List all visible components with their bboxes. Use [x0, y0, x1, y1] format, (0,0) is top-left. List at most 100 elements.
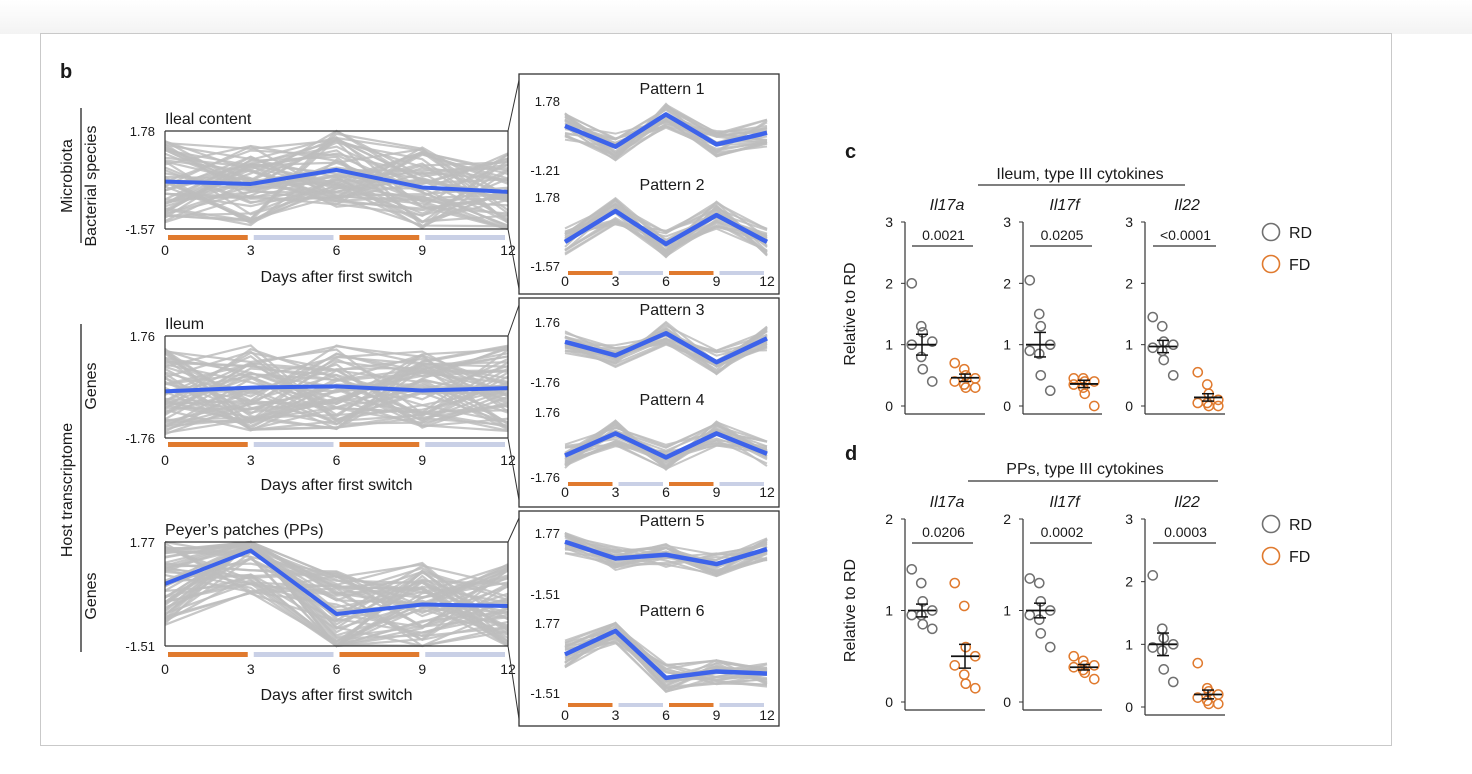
- c-il22-y-tick-label: 3: [1125, 214, 1133, 230]
- pattern-4-x-tick-label: 9: [713, 484, 721, 500]
- c-il17f-gene-title: Il17f: [1049, 197, 1081, 214]
- pattern-4-x-tick-label: 3: [612, 484, 620, 500]
- pattern-2-x-tick-label: 12: [759, 273, 775, 289]
- c-il17a-rd-point: [917, 363, 929, 375]
- d-il17a-fd-point: [958, 600, 970, 612]
- legend-d-rd-label: RD: [1289, 517, 1312, 534]
- ileal-content-diet-bar: [253, 235, 334, 240]
- pattern-2-x-tick-label: 9: [713, 273, 721, 289]
- pattern-4-trace: [564, 420, 768, 468]
- peyers-patches-x-tick-label: 6: [333, 661, 341, 677]
- pattern-4-diet-bar: [568, 482, 613, 486]
- zoom-connector-line: [507, 228, 520, 290]
- pattern-2-x-tick-label: 6: [662, 273, 670, 289]
- zoom-connector-line: [507, 79, 520, 132]
- c-il17a-rd-point: [915, 320, 927, 332]
- pattern-6-mean-line: [564, 628, 768, 681]
- peyers-patches-diet-bar: [253, 652, 334, 657]
- ileum-trace: [164, 350, 509, 423]
- c-il17f-fd-point: [1088, 376, 1100, 387]
- zoom-connector-line: [507, 304, 520, 337]
- pattern-1-trace: [564, 102, 768, 161]
- ileal-content-mean-line: [164, 167, 509, 194]
- group-label-bacterial-species: Bacterial species: [83, 126, 100, 247]
- panel-c-title: Ileum, type III cytokines: [996, 166, 1163, 183]
- d-il17f-fd-point: [1088, 660, 1100, 671]
- ileal-content-trace: [164, 151, 509, 200]
- d-il17a-rd-point: [906, 609, 918, 621]
- legend-c-fd-label: FD: [1289, 257, 1310, 274]
- ileum-diet-bar: [253, 442, 334, 447]
- c-il22-p-value: <0.0001: [1160, 227, 1211, 243]
- pattern-6-diet-bar: [568, 703, 613, 707]
- pattern-4-diet-bar: [669, 482, 714, 486]
- peyers-patches-trace: [164, 540, 509, 648]
- d-il17f-rd-point: [1024, 609, 1036, 621]
- c-il22-rd-point: [1156, 320, 1168, 332]
- panel-b-label: b: [60, 61, 72, 83]
- c-il17f-fd-point: [1088, 400, 1100, 412]
- ileal-content-trace: [164, 151, 509, 217]
- pattern-5-trace: [564, 539, 768, 569]
- c-il17f-rd-point: [1024, 345, 1036, 357]
- pattern-6-diet-bar: [618, 703, 663, 707]
- d-il22-fd-point: [1212, 698, 1224, 710]
- d-il17a-y-tick-label: 0: [885, 694, 893, 710]
- d-il22-fd-point: [1203, 698, 1215, 710]
- pattern-4-x-tick-label: 12: [759, 484, 775, 500]
- legend-c-rd-label: RD: [1289, 225, 1312, 242]
- c-il17f-rd-point: [1035, 320, 1047, 332]
- legend-d-fd-label: FD: [1289, 549, 1310, 566]
- zoom-connector-line: [507, 645, 520, 720]
- pattern-box-3: [518, 510, 780, 727]
- pattern-box-1: [518, 73, 780, 295]
- ileum-trace: [164, 388, 509, 422]
- peyers-patches-mean-line: [164, 548, 509, 616]
- pattern-6-diet-bar: [719, 703, 764, 707]
- peyers-patches-trace: [164, 540, 509, 640]
- pattern-3-y-tick-label: 1.76: [535, 315, 560, 330]
- d-il17f-fd-point: [1088, 673, 1100, 685]
- c-il22-fd-point: [1203, 400, 1215, 412]
- d-il22-gene-title: Il22: [1174, 494, 1200, 511]
- panel-d-title: PPs, type III cytokines: [1006, 461, 1163, 478]
- ileal-content-x-axis-label: Days after first switch: [260, 269, 412, 286]
- ileum-trace: [164, 397, 509, 419]
- c-il22-fd-point: [1192, 366, 1204, 378]
- ileal-content-title: Ileal content: [165, 111, 252, 128]
- ileum-trace: [164, 344, 509, 421]
- pattern-3-mean-line: [564, 331, 768, 365]
- ileum-mean-line: [164, 384, 509, 394]
- ileal-content-diet-bar: [339, 235, 420, 240]
- d-il17f-gene-title: Il17f: [1049, 494, 1081, 511]
- page-top-shade: [0, 0, 1472, 34]
- pattern-1-title: Pattern 1: [640, 81, 705, 98]
- c-il17a-rd-point: [906, 277, 918, 289]
- pattern-6-x-tick-label: 0: [561, 707, 569, 723]
- legend-c-fd-marker: [1261, 254, 1281, 274]
- pattern-1-mean-line: [564, 112, 768, 149]
- d-il17a-fd-point: [949, 577, 961, 589]
- d-il17a-rd-point: [917, 618, 929, 630]
- pattern-5-mean-line: [564, 539, 768, 567]
- c-il22-fd-point: [1212, 400, 1224, 412]
- peyers-patches-title: Peyer’s patches (PPs): [165, 522, 324, 539]
- pattern-5-y-tick-label: 1.77: [535, 526, 560, 541]
- pattern-6-x-tick-label: 9: [713, 707, 721, 723]
- d-il17f-p-value: 0.0002: [1041, 524, 1084, 540]
- pattern-2-diet-bar: [669, 271, 714, 275]
- pattern-4-x-tick-label: 6: [662, 484, 670, 500]
- peyers-patches-diet-bar: [339, 652, 420, 657]
- d-il22-y-tick-label: 3: [1125, 511, 1133, 527]
- c-il17f-y-tick-label: 1: [1003, 337, 1011, 353]
- d-il17f-rd-point: [1035, 628, 1047, 639]
- ileal-content-x-tick-label: 0: [161, 242, 169, 258]
- d-il17a-y-tick-label: 2: [885, 511, 893, 527]
- c-il17a-fd-point: [958, 363, 970, 375]
- panel-d-label: d: [845, 443, 857, 465]
- ileal-content-diet-bar: [425, 235, 505, 240]
- c-il22-rd-point: [1158, 354, 1170, 366]
- c-il17a-fd-point: [969, 382, 981, 393]
- c-il22-fd-point: [1192, 397, 1204, 409]
- c-il17f-rd-point: [1024, 274, 1036, 286]
